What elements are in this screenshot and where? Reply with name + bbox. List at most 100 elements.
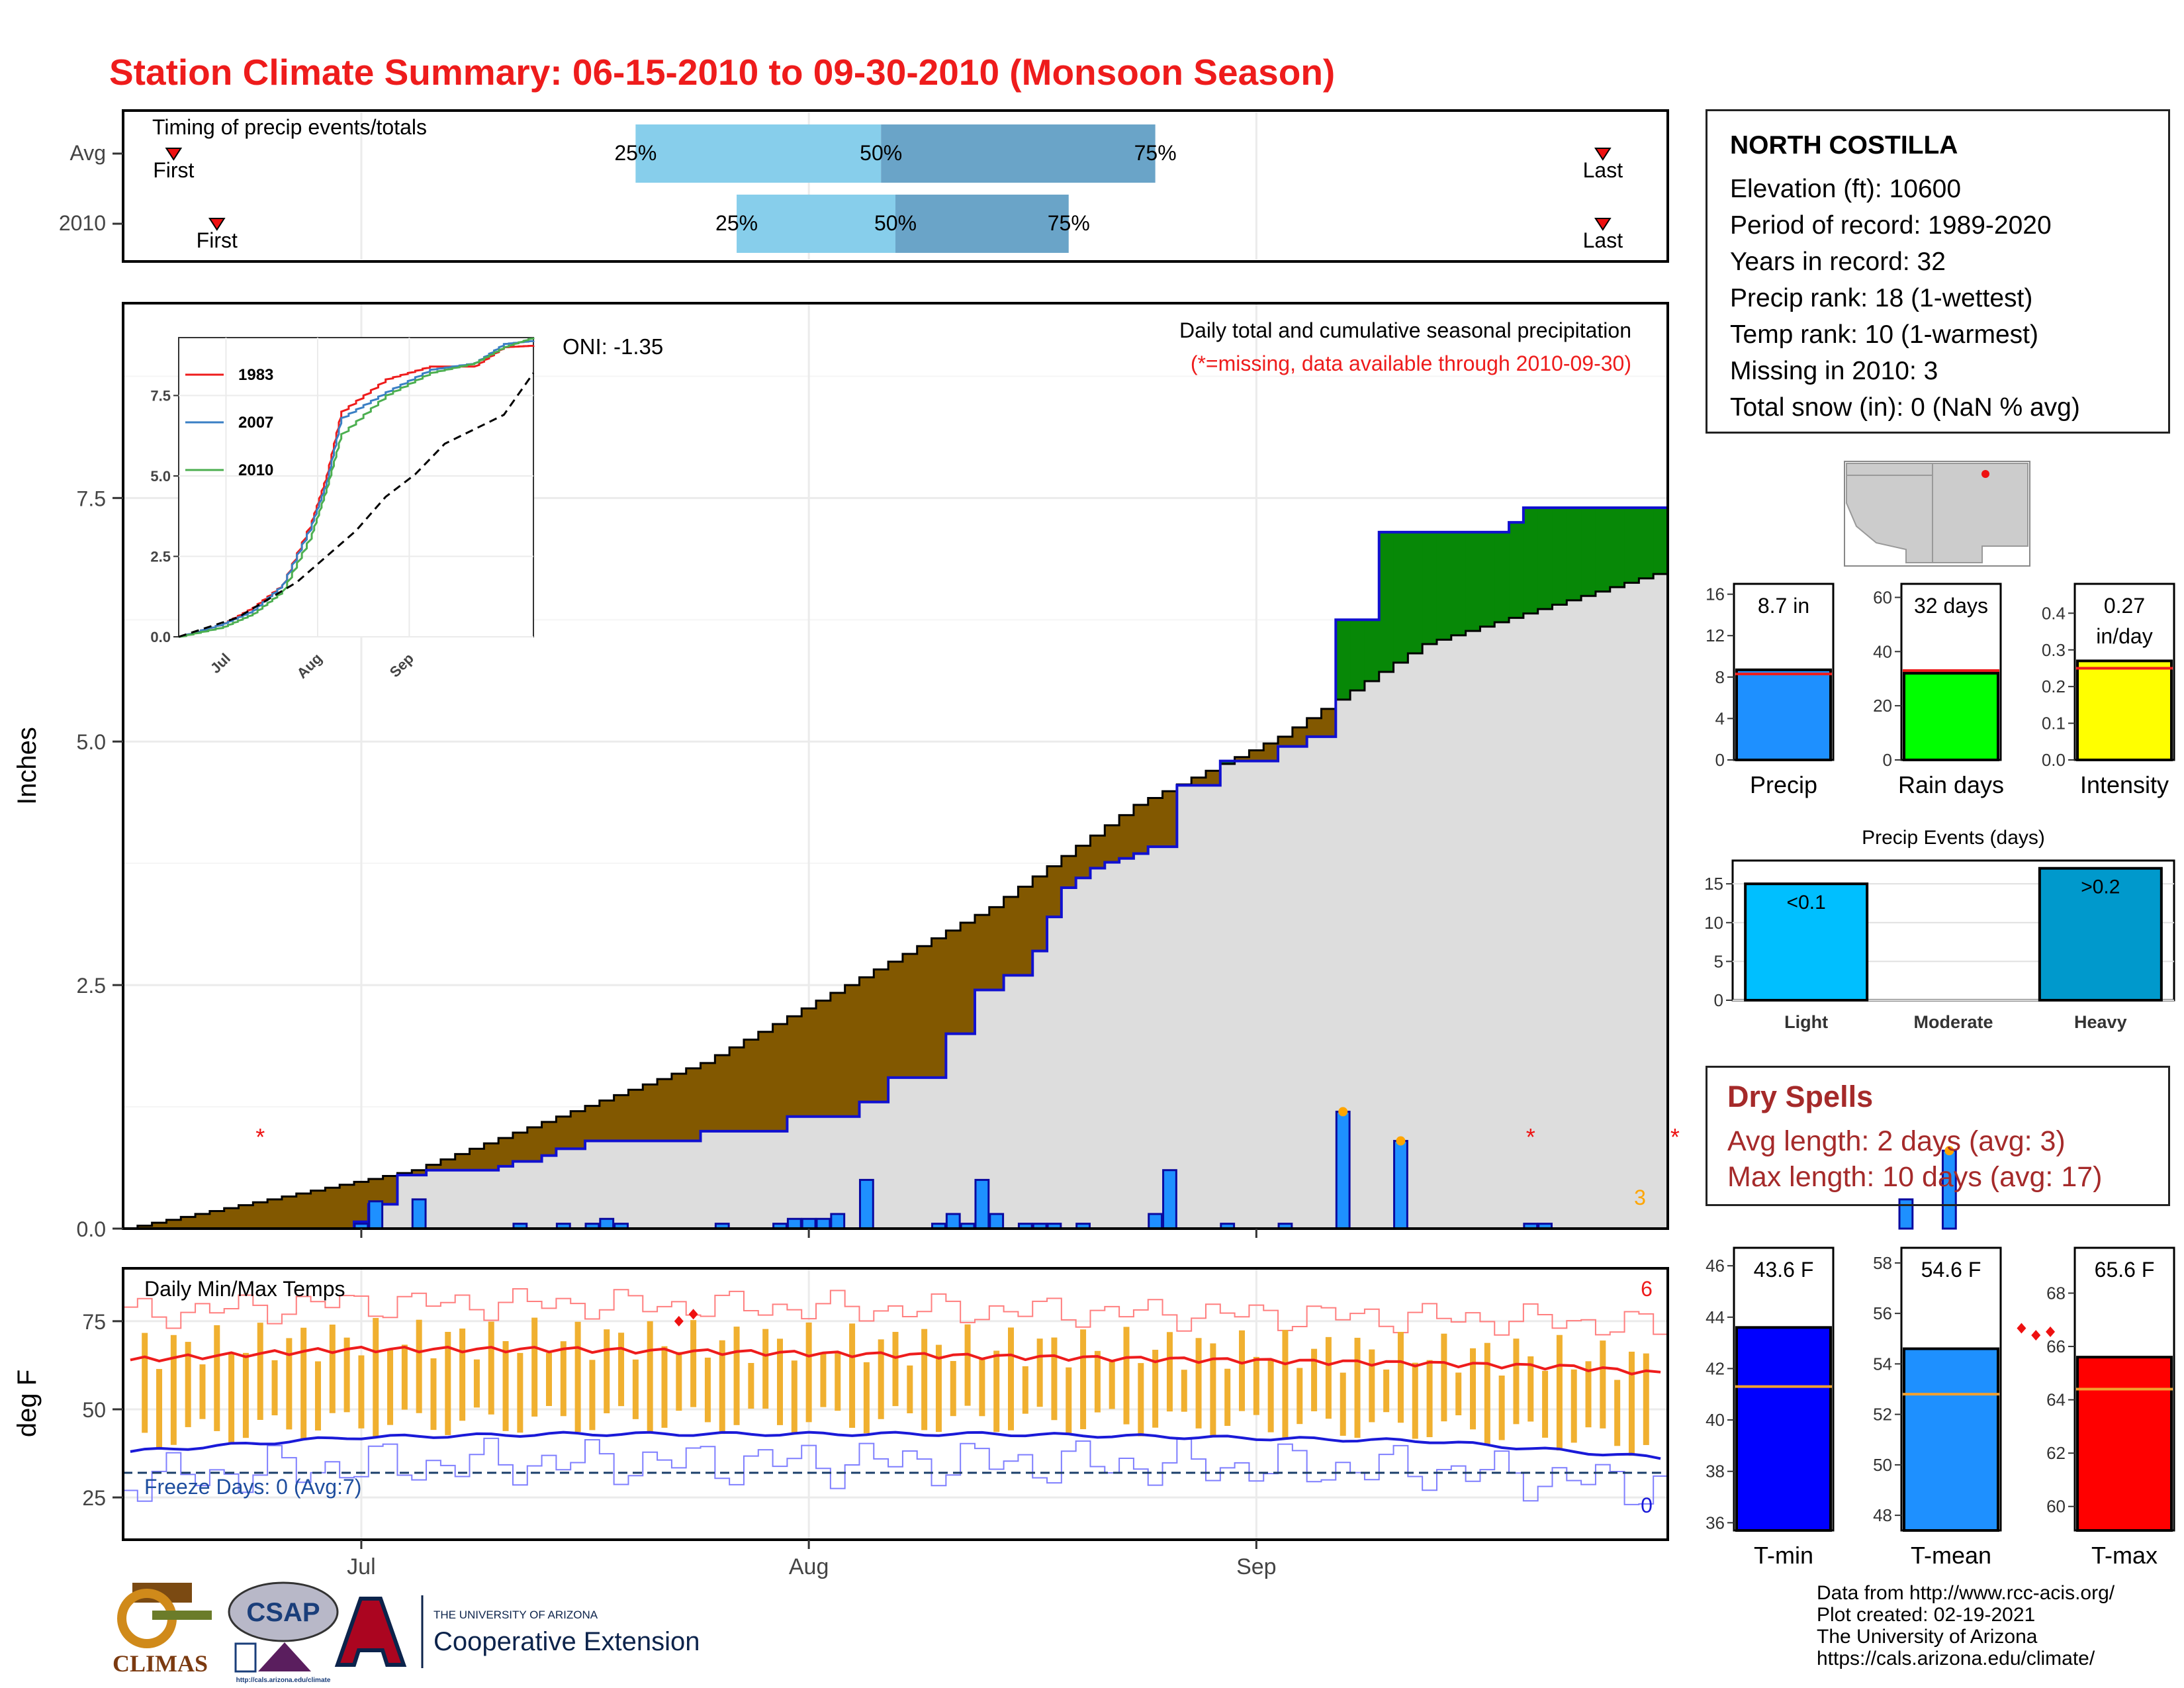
- deficit-segment: [383, 1176, 398, 1205]
- ytick-label: 40: [1873, 641, 1892, 661]
- deficit-segment: [743, 1039, 759, 1131]
- daily-temp-bar: [907, 1365, 913, 1414]
- value-label: 32 days: [1914, 594, 1988, 618]
- daily-temp-bar: [733, 1327, 740, 1425]
- deficit-segment: [599, 1100, 615, 1141]
- deficit-segment: [888, 961, 903, 1078]
- surplus-segment: [1624, 508, 1639, 583]
- deficit-segment: [440, 1159, 456, 1170]
- daily-temp-bar: [1311, 1348, 1318, 1411]
- deficit-segment: [195, 1213, 210, 1229]
- deficit-segment: [224, 1208, 240, 1229]
- daily-temp-bar: [358, 1355, 365, 1429]
- ytick-label: 60: [2046, 1497, 2066, 1517]
- daily-temp-bar: [214, 1325, 220, 1431]
- daily-precip-bar: [830, 1213, 846, 1230]
- ytick-label: 0.2: [2042, 677, 2066, 696]
- daily-temp-bar: [1224, 1368, 1231, 1427]
- value-bar: [1735, 1326, 1832, 1532]
- daily-temp-bar: [560, 1341, 567, 1417]
- q75-label: 75%: [1048, 211, 1090, 235]
- ytick-label: 42: [1706, 1358, 1725, 1378]
- q75-label: 75%: [1134, 141, 1177, 165]
- freeze-days: Freeze Days: 0 (Avg:7): [144, 1475, 361, 1499]
- deficit-segment: [643, 1084, 658, 1141]
- deficit-segment: [686, 1068, 702, 1141]
- event-category-label: Moderate: [1913, 1012, 1993, 1032]
- daily-temp-bar: [1051, 1337, 1058, 1421]
- bar-label: Rain days: [1898, 771, 2004, 798]
- average-cumulative-line: [123, 573, 1668, 1230]
- station-info-line: Missing in 2010: 3: [1730, 357, 1938, 385]
- daily-temp-bar: [1570, 1369, 1577, 1443]
- ytick-label: 46: [1706, 1256, 1725, 1276]
- precip-ytick-label: 0.0: [77, 1217, 106, 1241]
- deficit-segment: [484, 1143, 499, 1170]
- ytick-label: 8: [1715, 667, 1725, 687]
- daily-temp-bar: [373, 1318, 379, 1437]
- deficit-segment: [1105, 825, 1120, 863]
- first-marker: [165, 148, 183, 161]
- temp-ytick-label: 50: [82, 1398, 106, 1422]
- q25-label: 25%: [614, 141, 657, 165]
- daily-temp-bar: [185, 1342, 191, 1427]
- surplus-segment: [1595, 508, 1611, 592]
- deficit-segment: [671, 1074, 687, 1141]
- map-region: [1846, 463, 2028, 563]
- daily-precip-bar: [1335, 1110, 1351, 1230]
- daily-precip-bar: [368, 1200, 384, 1230]
- value-bar: [2076, 1356, 2173, 1532]
- deficit-segment: [1278, 736, 1293, 747]
- daily-temp-bar: [1369, 1349, 1375, 1423]
- min-record-count: 0: [1641, 1493, 1653, 1517]
- deficit-segment: [325, 1188, 340, 1229]
- deficit-segment: [527, 1127, 543, 1162]
- daily-temp-bar: [545, 1352, 552, 1407]
- deficit-segment: [946, 930, 961, 1034]
- deficit-segment: [267, 1199, 283, 1229]
- deficit-segment: [758, 1031, 774, 1131]
- deficit-segment: [1162, 791, 1177, 847]
- daily-temp-bar: [1498, 1375, 1505, 1440]
- csap-logo: CSAP http://cals.arizona.edu/climate: [228, 1581, 339, 1684]
- surplus-segment: [1364, 620, 1380, 681]
- surplus-segment: [1653, 508, 1668, 575]
- bar-label: T-mean: [1911, 1542, 1991, 1569]
- station-info-line: Temp rank: 10 (1-warmest): [1730, 320, 2038, 349]
- daily-temp-bar: [1397, 1331, 1404, 1423]
- station-info-line: Precip rank: 18 (1-wettest): [1730, 284, 2033, 312]
- events-title: Precip Events (days): [1862, 827, 2045, 849]
- first-label: First: [197, 228, 238, 252]
- ua-logo: THE UNIVERSITY OF ARIZONA Cooperative Ex…: [334, 1595, 700, 1668]
- event-bar-label: >0.2: [2081, 876, 2120, 898]
- last-label: Last: [1583, 228, 1623, 252]
- deficit-segment: [498, 1138, 514, 1166]
- logo-strip: CLIMAS CSAP http://cals.arizona.edu/clim…: [113, 1581, 700, 1684]
- value-label: 54.6 F: [1921, 1258, 1981, 1282]
- ytick-label: 0: [1883, 750, 1892, 770]
- climas-logo: CLIMAS: [113, 1583, 212, 1677]
- daily-temp-bar: [1094, 1350, 1101, 1413]
- timing-row-label: 2010: [59, 211, 106, 235]
- deficit-segment: [989, 907, 1005, 990]
- daily-temp-bar: [1614, 1380, 1621, 1446]
- daily-temp-bar: [1152, 1350, 1159, 1428]
- temp-ytick-label: 25: [82, 1486, 106, 1510]
- missing-count: 3: [1634, 1186, 1646, 1209]
- daily-precip-bar: [974, 1178, 990, 1230]
- ytick-label: 20: [1873, 696, 1892, 716]
- ytick-label: 38: [1706, 1462, 1725, 1481]
- deficit-segment: [960, 922, 976, 1034]
- ytick-label: 50: [1873, 1455, 1892, 1475]
- quartile-bar-low: [737, 195, 895, 253]
- surplus-segment: [1422, 532, 1437, 645]
- temp-xtick-label: Aug: [789, 1554, 829, 1579]
- deficit-segment: [585, 1105, 600, 1141]
- daily-temp-bar: [604, 1329, 610, 1413]
- daily-temp-bar: [517, 1352, 523, 1433]
- q25-label: 25%: [715, 211, 758, 235]
- daily-temp-bar: [863, 1362, 870, 1434]
- surplus-segment: [1494, 532, 1510, 622]
- credit-line: https://cals.arizona.edu/climate/: [1817, 1648, 2095, 1669]
